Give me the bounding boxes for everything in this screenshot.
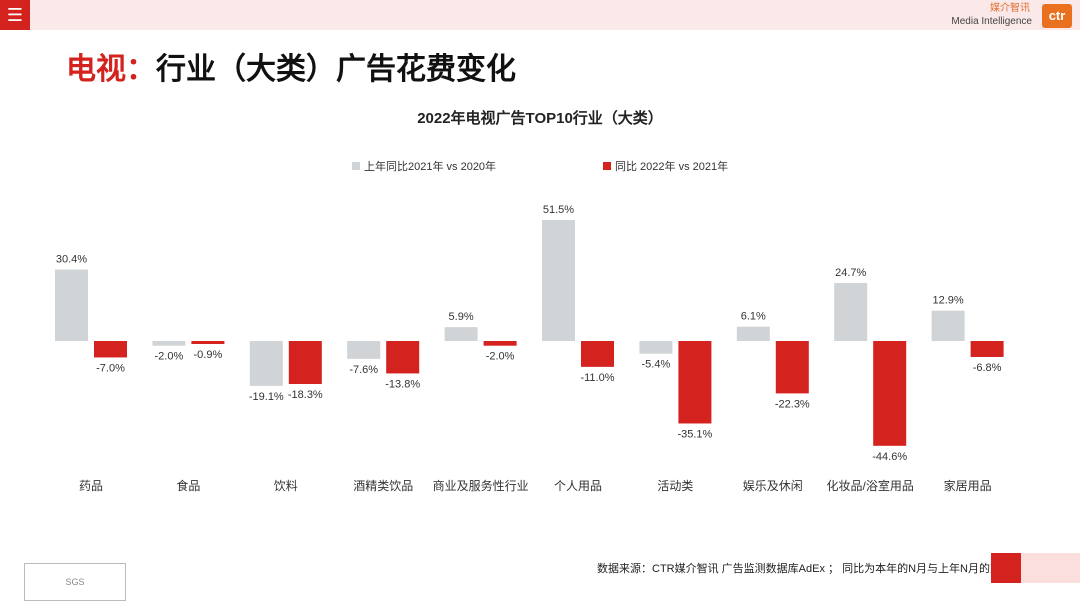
data-label: -18.3% xyxy=(288,389,323,401)
bar xyxy=(249,341,283,386)
bar xyxy=(639,341,673,354)
category-label: 化妆品/浴室用品 xyxy=(827,478,914,493)
data-label: -11.0% xyxy=(580,372,614,384)
bar xyxy=(834,282,868,341)
category-label: 家居用品 xyxy=(944,478,992,493)
data-label: 51.5% xyxy=(543,204,574,216)
bar xyxy=(483,341,517,346)
data-label: -22.3% xyxy=(775,398,810,410)
data-label: 6.1% xyxy=(741,311,766,323)
data-label: -44.6% xyxy=(872,451,907,463)
bar xyxy=(775,341,809,394)
category-label: 食品 xyxy=(176,478,200,493)
data-label: 12.9% xyxy=(932,295,963,307)
data-label: -19.1% xyxy=(249,391,284,403)
category-label: 活动类 xyxy=(657,479,693,493)
red-block xyxy=(991,553,1021,583)
category-label: 酒精类饮品 xyxy=(353,479,413,493)
legend-swatch xyxy=(603,162,611,170)
legend-swatch xyxy=(352,162,360,170)
logo-cn: 媒介智讯 xyxy=(990,3,1030,14)
bar xyxy=(347,341,381,359)
data-label: -6.8% xyxy=(973,362,1002,374)
legend-curr: 同比 2022年 vs 2021年 xyxy=(603,161,728,174)
category-label: 个人用品 xyxy=(554,479,602,493)
bar xyxy=(970,341,1004,357)
bar xyxy=(288,341,322,385)
logo-en: Media Intelligence xyxy=(951,16,1032,27)
data-label: -13.8% xyxy=(385,378,420,390)
legend-prev: 上年同比2021年 vs 2020年 xyxy=(352,161,496,174)
bar xyxy=(678,341,712,424)
data-label: -7.0% xyxy=(96,362,125,374)
chart-title: 2022年电视广告TOP10行业（大类） xyxy=(417,110,663,127)
bar xyxy=(444,327,478,341)
bar xyxy=(191,341,225,344)
menu-icon[interactable]: ☰ xyxy=(0,0,30,30)
data-label: -35.1% xyxy=(677,428,712,440)
bar xyxy=(152,341,186,346)
source-note: 数据来源：CTR媒介智讯 广告监测数据库AdEx ； 同比为本年的N月与上年N月… xyxy=(597,563,1012,575)
pink-block xyxy=(1021,553,1080,583)
category-label: 娱乐及休闲 xyxy=(743,479,803,493)
category-label: 饮料 xyxy=(274,479,298,493)
top-bar xyxy=(0,0,1080,30)
bar xyxy=(386,341,420,374)
sgs-badge: SGS xyxy=(24,563,126,601)
category-label: 商业及服务性行业 xyxy=(433,478,529,493)
bar xyxy=(542,219,575,341)
legend-label: 同比 2022年 vs 2021年 xyxy=(615,161,729,173)
category-label: 药品 xyxy=(79,479,103,493)
title-prefix: 电视： xyxy=(66,53,156,86)
page-title: 电视：行业（大类）广告花费变化 xyxy=(66,52,516,88)
data-label: 30.4% xyxy=(56,254,87,266)
bar xyxy=(55,269,88,341)
bar xyxy=(736,326,770,341)
legend-label: 上年同比2021年 vs 2020年 xyxy=(364,161,497,173)
ctr-logo: ctr xyxy=(1042,4,1072,28)
data-label: 5.9% xyxy=(449,311,474,323)
data-label: -5.4% xyxy=(642,359,671,371)
data-label: -2.0% xyxy=(155,351,184,363)
data-label: -2.0% xyxy=(486,351,515,363)
title-rest: 行业（大类）广告花费变化 xyxy=(156,53,516,86)
data-label: 24.7% xyxy=(835,267,866,279)
data-label: -0.9% xyxy=(194,349,223,361)
bar xyxy=(581,341,614,367)
bar xyxy=(873,341,907,446)
data-label: -7.6% xyxy=(349,364,378,376)
bar xyxy=(931,310,965,341)
bar xyxy=(94,341,127,358)
